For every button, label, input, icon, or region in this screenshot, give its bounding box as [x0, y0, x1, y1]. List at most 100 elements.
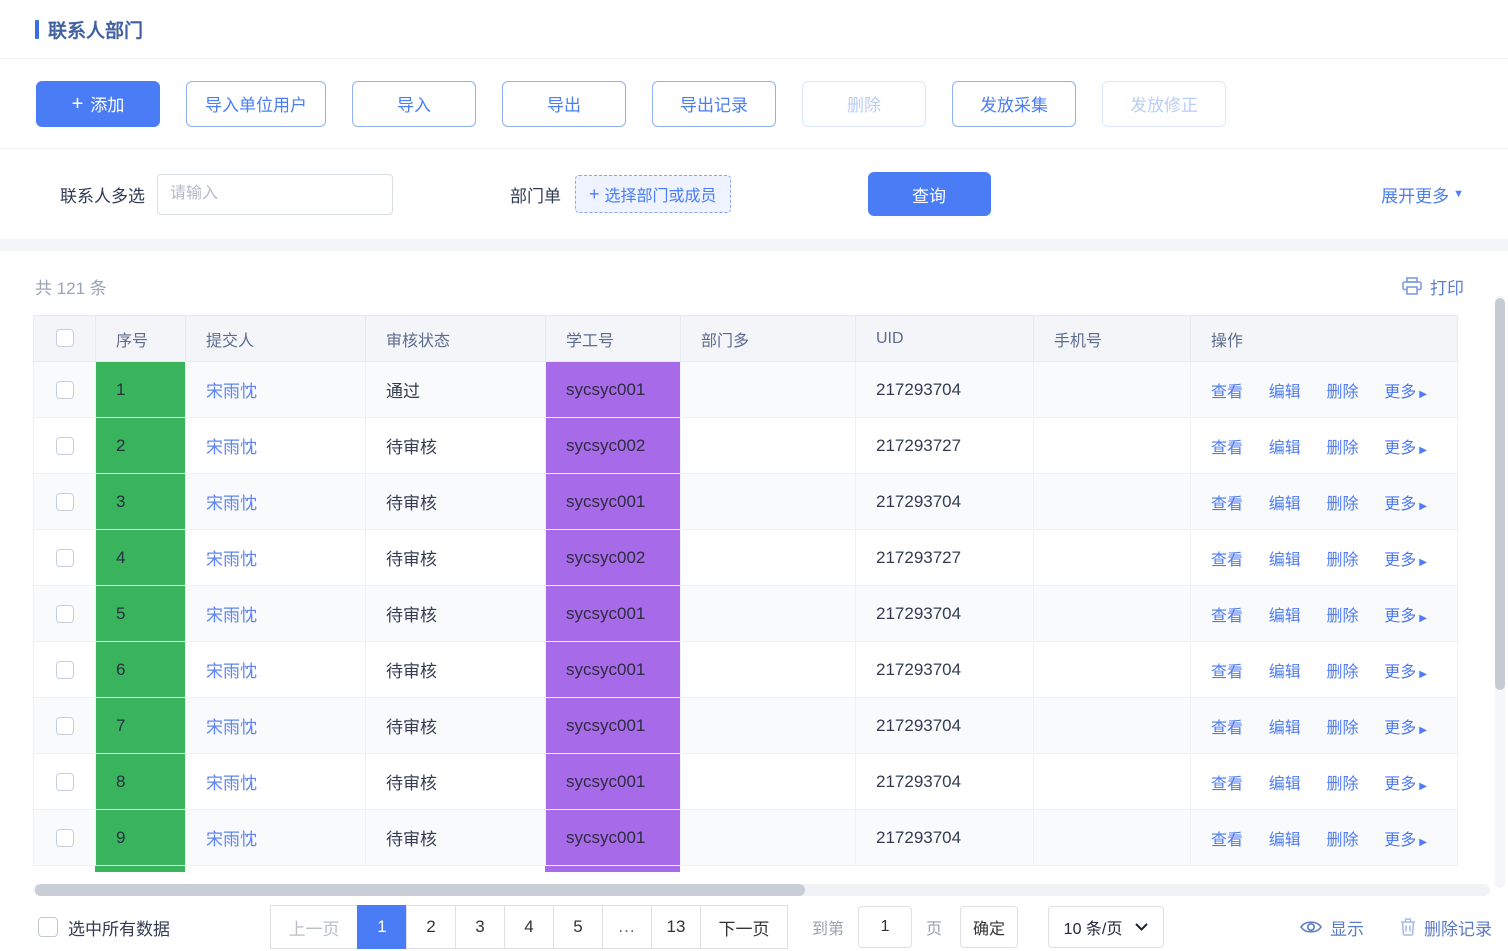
status-cell: 待审核: [365, 809, 546, 866]
view-link[interactable]: 查看: [1211, 551, 1244, 569]
edit-link[interactable]: 编辑: [1268, 439, 1301, 457]
view-link[interactable]: 查看: [1211, 663, 1244, 681]
trash-icon: [1401, 918, 1415, 936]
toolbar-button[interactable]: 导出记录: [652, 80, 776, 127]
pagination-item[interactable]: 下一页: [700, 905, 788, 949]
submitter-cell: 宋雨忱: [185, 417, 366, 474]
view-link[interactable]: 查看: [1211, 719, 1244, 737]
toolbar-button[interactable]: 删除: [802, 80, 926, 127]
row-checkbox[interactable]: [55, 773, 74, 792]
row-checkbox[interactable]: [55, 661, 74, 680]
submitter-link[interactable]: 宋雨忱: [206, 438, 257, 457]
toolbar-button[interactable]: 导入单位用户: [186, 80, 326, 127]
more-link[interactable]: 更多 ▶: [1384, 608, 1427, 625]
page-size-select[interactable]: 10 条/页: [1048, 906, 1165, 948]
more-link[interactable]: 更多 ▶: [1384, 496, 1427, 513]
toolbar-button[interactable]: 导入: [352, 80, 476, 127]
select-all-checkbox[interactable]: [55, 329, 74, 348]
pagination-item[interactable]: 上一页: [270, 905, 358, 949]
more-link[interactable]: 更多 ▶: [1384, 384, 1427, 401]
submitter-link[interactable]: 宋雨忱: [206, 830, 257, 849]
delete-link[interactable]: 删除: [1326, 831, 1359, 849]
pagination-item[interactable]: 13: [651, 905, 701, 949]
select-dept-or-member-button[interactable]: + 选择部门或成员: [575, 175, 731, 213]
row-checkbox[interactable]: [55, 549, 74, 568]
view-link[interactable]: 查看: [1211, 607, 1244, 625]
view-link[interactable]: 查看: [1211, 439, 1244, 457]
vertical-scrollbar-thumb[interactable]: [1495, 298, 1505, 690]
row-checkbox-cell: [33, 809, 96, 866]
view-link[interactable]: 查看: [1211, 383, 1244, 401]
pagination-item[interactable]: 3: [455, 905, 505, 949]
print-button[interactable]: 打印: [1402, 274, 1464, 299]
pagination-item[interactable]: 4: [504, 905, 554, 949]
edit-link[interactable]: 编辑: [1268, 383, 1301, 401]
more-link[interactable]: 更多 ▶: [1384, 832, 1427, 849]
col-header-dept: 部门多: [680, 315, 856, 362]
col-header-actions: 操作: [1190, 315, 1458, 362]
toolbar-button[interactable]: 发放采集: [952, 80, 1076, 127]
more-link[interactable]: 更多 ▶: [1384, 776, 1427, 793]
submitter-link[interactable]: 宋雨忱: [206, 718, 257, 737]
row-checkbox[interactable]: [55, 605, 74, 624]
delete-link[interactable]: 删除: [1326, 383, 1359, 401]
delete-link[interactable]: 删除: [1326, 551, 1359, 569]
row-checkbox[interactable]: [55, 717, 74, 736]
delete-link[interactable]: 删除: [1326, 439, 1359, 457]
row-checkbox[interactable]: [55, 381, 74, 400]
pagination-item[interactable]: 1: [357, 905, 407, 949]
delete-link[interactable]: 删除: [1326, 495, 1359, 513]
edit-link[interactable]: 编辑: [1268, 607, 1301, 625]
contact-filter-input[interactable]: [157, 173, 393, 215]
view-link[interactable]: 查看: [1211, 775, 1244, 793]
view-link[interactable]: 查看: [1211, 831, 1244, 849]
row-checkbox[interactable]: [55, 829, 74, 848]
partial-row-10: [33, 866, 1457, 872]
more-link[interactable]: 更多 ▶: [1384, 720, 1427, 737]
delete-link[interactable]: 删除: [1326, 607, 1359, 625]
delete-link[interactable]: 删除: [1326, 775, 1359, 793]
submitter-link[interactable]: 宋雨忱: [206, 662, 257, 681]
edit-link[interactable]: 编辑: [1268, 831, 1301, 849]
pagination-item[interactable]: ...: [602, 905, 652, 949]
search-button[interactable]: 查询: [867, 172, 991, 216]
submitter-link[interactable]: 宋雨忱: [206, 606, 257, 625]
edit-link[interactable]: 编辑: [1268, 551, 1301, 569]
select-all-data-checkbox[interactable]: [38, 917, 58, 937]
edit-link[interactable]: 编辑: [1268, 775, 1301, 793]
submitter-link[interactable]: 宋雨忱: [206, 550, 257, 569]
expand-more-link[interactable]: 展开更多 ▼: [1381, 182, 1464, 207]
delete-link[interactable]: 删除: [1326, 663, 1359, 681]
submitter-link[interactable]: 宋雨忱: [206, 494, 257, 513]
edit-link[interactable]: 编辑: [1268, 663, 1301, 681]
toolbar-button-label: 导出: [547, 96, 581, 115]
delete-records-button[interactable]: 删除记录: [1400, 915, 1492, 940]
edit-link[interactable]: 编辑: [1268, 719, 1301, 737]
horizontal-scrollbar-thumb[interactable]: [35, 884, 805, 896]
pagination-item[interactable]: 5: [553, 905, 603, 949]
more-link[interactable]: 更多 ▶: [1384, 552, 1427, 569]
pagination-item[interactable]: 2: [406, 905, 456, 949]
toolbar-button[interactable]: + 添加: [36, 80, 160, 127]
confirm-button[interactable]: 确定: [960, 906, 1019, 948]
submitter-link[interactable]: 宋雨忱: [206, 382, 257, 401]
list-header: 共 121 条 打印: [0, 251, 1508, 315]
seq-cell: 8: [95, 753, 186, 810]
toolbar-button[interactable]: 发放修正: [1102, 80, 1226, 127]
view-link[interactable]: 查看: [1211, 495, 1244, 513]
toolbar-button[interactable]: 导出: [502, 80, 626, 127]
goto-page-input[interactable]: [858, 906, 913, 948]
caret-right-icon: ▶: [1419, 836, 1427, 848]
student-id-cell: sycsyc001: [545, 753, 681, 810]
table-row: 2 宋雨忱 待审核 sycsyc002 217293727 查看 编辑 删除 更…: [33, 417, 1458, 474]
dept-cell: [680, 361, 856, 418]
show-button[interactable]: 显示: [1300, 915, 1364, 940]
row-checkbox[interactable]: [55, 437, 74, 456]
more-link[interactable]: 更多 ▶: [1384, 440, 1427, 457]
table-header-row: 序号 提交人 审核状态 学工号 部门多 UID 手机号 操作: [33, 315, 1458, 362]
submitter-link[interactable]: 宋雨忱: [206, 774, 257, 793]
row-checkbox[interactable]: [55, 493, 74, 512]
more-link[interactable]: 更多 ▶: [1384, 664, 1427, 681]
edit-link[interactable]: 编辑: [1268, 495, 1301, 513]
delete-link[interactable]: 删除: [1326, 719, 1359, 737]
